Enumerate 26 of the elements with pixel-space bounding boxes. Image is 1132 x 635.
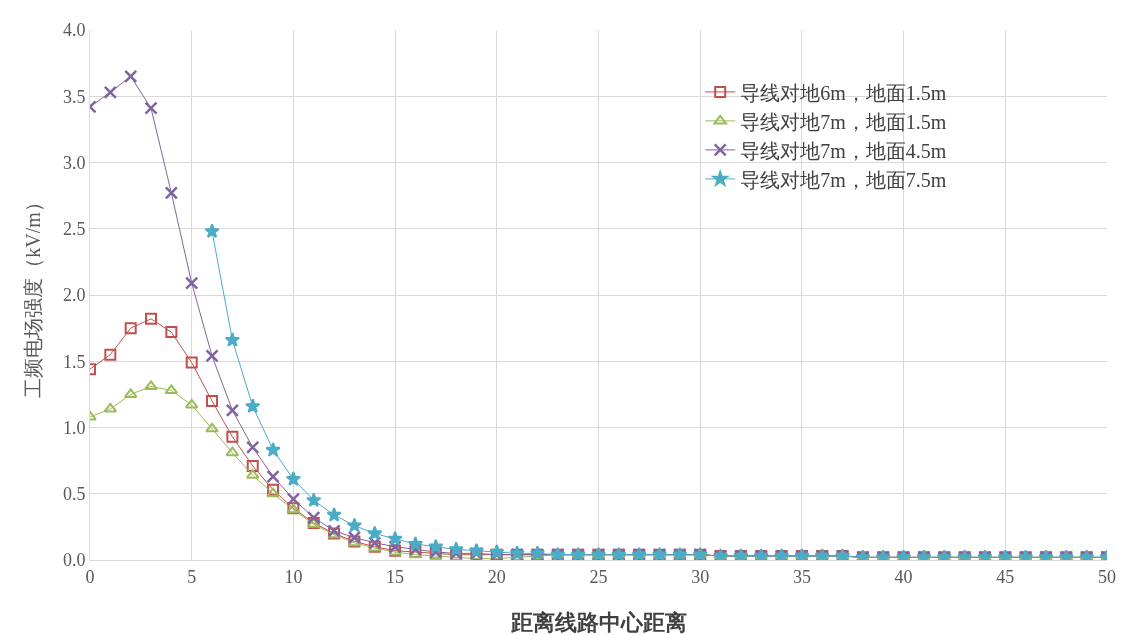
legend-label: 导线对地7m，地面7.5m <box>740 168 947 191</box>
x-axis-title: 距离线路中心距离 <box>509 610 687 635</box>
x-tick-label: 50 <box>1098 566 1116 587</box>
y-tick-label: 3.5 <box>62 86 86 107</box>
x-tick-label: 25 <box>589 566 608 587</box>
x-tick-label: 10 <box>284 566 303 587</box>
y-tick-label: 0.5 <box>62 484 86 505</box>
x-tick-label: 15 <box>386 566 405 587</box>
y-tick-label: 2.0 <box>62 285 86 306</box>
y-tick-label: 4.0 <box>62 20 86 41</box>
x-tick-label: 35 <box>792 566 811 587</box>
y-tick-label: 1.5 <box>62 351 86 372</box>
x-tick-label: 0 <box>85 566 95 587</box>
legend-label: 导线对地6m，地面1.5m <box>740 81 947 104</box>
x-tick-label: 5 <box>187 566 197 587</box>
y-tick-label: 1.0 <box>62 417 86 438</box>
x-tick-label: 45 <box>996 566 1015 587</box>
y-tick-label: 3.0 <box>62 152 86 173</box>
legend-label: 导线对地7m，地面4.5m <box>740 139 947 162</box>
y-tick-label: 2.5 <box>62 219 86 240</box>
y-axis-title: 工频电场强度（kV/m） <box>22 192 44 398</box>
y-tick-label: 0.0 <box>62 550 86 571</box>
x-tick-label: 20 <box>487 566 506 587</box>
legend-label: 导线对地7m，地面1.5m <box>740 110 947 133</box>
x-tick-label: 30 <box>691 566 710 587</box>
x-tick-label: 40 <box>894 566 913 587</box>
